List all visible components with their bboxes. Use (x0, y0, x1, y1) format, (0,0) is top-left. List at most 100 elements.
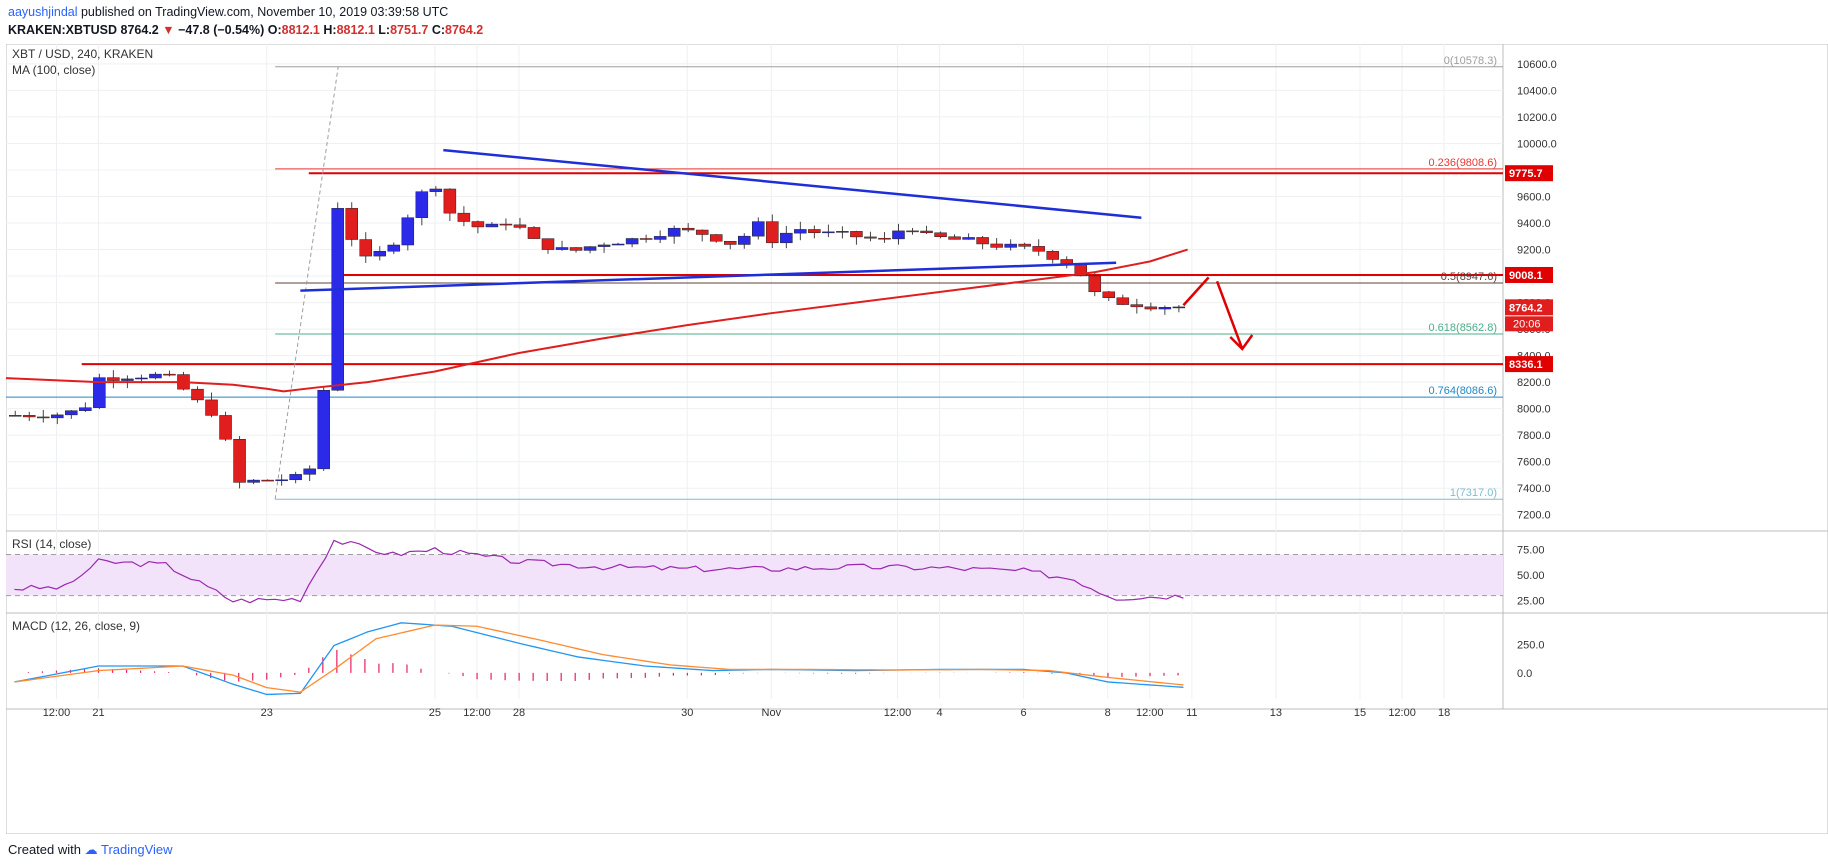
tradingview-brand-link[interactable]: TradingView (101, 842, 173, 857)
candle (695, 229, 709, 235)
candle (93, 377, 106, 408)
candle (1158, 307, 1172, 310)
author-link[interactable]: aayushjindal (8, 5, 78, 19)
time-tick-label: 12:00 (884, 707, 912, 719)
open-label: O: (267, 23, 282, 37)
chart-background (5, 43, 1828, 835)
candle (892, 230, 905, 240)
ma-legend: MA (100, close) (12, 63, 95, 77)
fib-level-label: 0.5(8947.6) (1441, 271, 1497, 283)
candle (738, 235, 751, 245)
price-tick-label: 10400.0 (1517, 85, 1557, 97)
rsi-tick-label: 25.00 (1517, 596, 1545, 608)
candle (976, 237, 989, 245)
candle (51, 414, 64, 419)
time-tick-label: 28 (513, 707, 525, 719)
candle (163, 373, 176, 376)
candle (121, 378, 134, 381)
candle (443, 188, 457, 214)
fib-level-label: 0.236(9808.6) (1429, 157, 1498, 169)
decline-arrow-head (1229, 334, 1254, 351)
price-tag (1505, 266, 1553, 283)
candle (37, 416, 50, 419)
symbol-name: KRAKEN:XBTUSD (8, 23, 118, 37)
candle (527, 227, 541, 239)
time-tick-label: 30 (681, 707, 693, 719)
time-tick-label: 12:00 (463, 707, 491, 719)
candle (107, 377, 120, 381)
tradingview-logo-icon: ☁ (84, 842, 98, 857)
candle (331, 208, 344, 391)
candle (359, 239, 373, 257)
price-tick-label: 7400.0 (1517, 483, 1551, 495)
rsi-tick-label: 75.00 (1517, 544, 1545, 556)
candle (149, 373, 162, 379)
high-value: 8812.1 (336, 23, 375, 37)
fib-level-label: 0(10578.3) (1444, 55, 1497, 67)
price-tick-label: 7800.0 (1517, 430, 1551, 442)
candle (990, 243, 1003, 248)
candle (611, 243, 625, 246)
candle (233, 439, 246, 483)
candle (583, 246, 597, 251)
candle (79, 407, 92, 411)
candle (289, 474, 302, 481)
price-tick-label: 10200.0 (1517, 112, 1557, 124)
created-with-text: Created with (8, 842, 81, 857)
candle (1046, 251, 1059, 260)
candle (373, 251, 387, 257)
publish-line: aayushjindal published on TradingView.co… (8, 5, 448, 19)
candle (415, 191, 429, 218)
price-tag (1505, 165, 1553, 182)
price-tick-label: 8200.0 (1517, 377, 1551, 389)
candle (1088, 275, 1102, 293)
candle (934, 232, 947, 237)
price-tick-label: 9400.0 (1517, 218, 1551, 230)
candle (1144, 306, 1158, 310)
candle (499, 223, 513, 226)
time-tick-label: 12:00 (43, 707, 71, 719)
candle (1004, 243, 1017, 248)
candle (625, 238, 639, 245)
candle (1032, 246, 1045, 252)
candle (23, 415, 36, 418)
time-tick-label: 4 (936, 707, 942, 719)
candle (485, 223, 499, 228)
candle (752, 221, 765, 237)
chart-header: aayushjindal published on TradingView.co… (0, 0, 1828, 44)
chart-title: XBT / USD, 240, KRAKEN (12, 47, 153, 61)
candle (471, 221, 485, 228)
candle (1102, 291, 1116, 298)
candle (261, 479, 274, 482)
candle (850, 231, 863, 238)
candle (639, 238, 653, 240)
fib-level-label: 0.618(8562.8) (1429, 322, 1498, 334)
candle (345, 208, 358, 240)
rsi-line (14, 539, 1184, 604)
time-tick-label: 21 (92, 707, 104, 719)
time-tick-label: 13 (1270, 707, 1282, 719)
time-tick-label: 8 (1105, 707, 1111, 719)
candle (191, 388, 204, 401)
candle (1130, 304, 1144, 308)
candle (794, 229, 807, 234)
triangle-trendline (300, 261, 1117, 292)
triangle-trendline (443, 148, 1142, 219)
candle (541, 238, 555, 250)
candle (597, 244, 611, 247)
candle (864, 236, 877, 239)
last-price-tag-label: 8764.2 (1509, 302, 1543, 314)
price-tag (1505, 356, 1553, 373)
countdown-tag-label: 20:06 (1513, 318, 1541, 330)
candle (219, 415, 232, 440)
macd-tick-label: 250.0 (1517, 639, 1545, 651)
time-tick-label: 6 (1021, 707, 1027, 719)
rsi-title: RSI (14, close) (12, 537, 91, 551)
chart-svg[interactable]: 7200.07400.07600.07800.08000.08200.08400… (5, 43, 1828, 835)
chart-frame[interactable]: 7200.07400.07600.07800.08000.08200.08400… (5, 43, 1828, 835)
time-tick-label: 18 (1438, 707, 1450, 719)
fib-diagonal (274, 66, 339, 500)
low-value: 8751.7 (390, 23, 429, 37)
candle (429, 188, 443, 192)
publish-text: published on TradingView.com, November 1… (80, 5, 449, 19)
